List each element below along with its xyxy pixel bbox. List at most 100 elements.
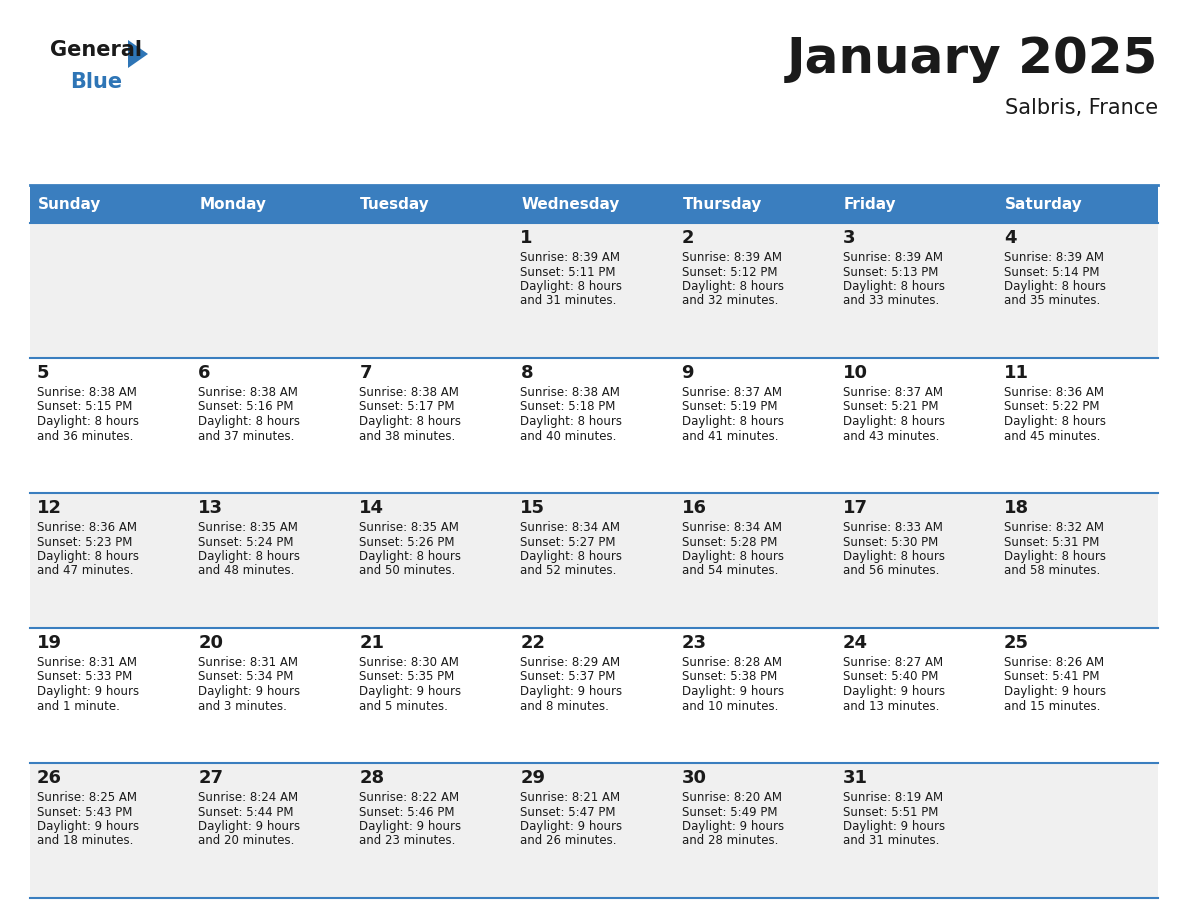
Text: Daylight: 8 hours: Daylight: 8 hours (682, 415, 784, 428)
Text: Sunset: 5:24 PM: Sunset: 5:24 PM (198, 535, 293, 548)
Text: 8: 8 (520, 364, 533, 382)
Text: Sunset: 5:26 PM: Sunset: 5:26 PM (359, 535, 455, 548)
Text: 16: 16 (682, 499, 707, 517)
Text: Daylight: 9 hours: Daylight: 9 hours (359, 820, 461, 833)
Text: Sunrise: 8:35 AM: Sunrise: 8:35 AM (359, 521, 459, 534)
Text: Daylight: 9 hours: Daylight: 9 hours (198, 685, 301, 698)
Text: Sunset: 5:35 PM: Sunset: 5:35 PM (359, 670, 455, 684)
Text: Daylight: 8 hours: Daylight: 8 hours (842, 280, 944, 293)
Text: and 15 minutes.: and 15 minutes. (1004, 700, 1100, 712)
Text: 2: 2 (682, 229, 694, 247)
Text: Thursday: Thursday (683, 196, 762, 211)
Text: Sunset: 5:41 PM: Sunset: 5:41 PM (1004, 670, 1099, 684)
Text: and 37 minutes.: and 37 minutes. (198, 430, 295, 442)
Text: Daylight: 9 hours: Daylight: 9 hours (1004, 685, 1106, 698)
Text: Sunrise: 8:31 AM: Sunrise: 8:31 AM (37, 656, 137, 669)
Text: and 3 minutes.: and 3 minutes. (198, 700, 287, 712)
Text: Sunset: 5:33 PM: Sunset: 5:33 PM (37, 670, 132, 684)
Text: and 18 minutes.: and 18 minutes. (37, 834, 133, 847)
Text: Daylight: 9 hours: Daylight: 9 hours (37, 685, 139, 698)
Bar (191, 185, 353, 223)
Text: Daylight: 8 hours: Daylight: 8 hours (37, 415, 139, 428)
Text: and 28 minutes.: and 28 minutes. (682, 834, 778, 847)
Text: Sunset: 5:17 PM: Sunset: 5:17 PM (359, 400, 455, 413)
Text: Sunset: 5:27 PM: Sunset: 5:27 PM (520, 535, 615, 548)
Text: Sunrise: 8:26 AM: Sunrise: 8:26 AM (1004, 656, 1104, 669)
Text: Daylight: 8 hours: Daylight: 8 hours (198, 550, 301, 563)
Text: Sunset: 5:14 PM: Sunset: 5:14 PM (1004, 265, 1099, 278)
Text: Sunset: 5:49 PM: Sunset: 5:49 PM (682, 805, 777, 819)
Text: Sunset: 5:47 PM: Sunset: 5:47 PM (520, 805, 615, 819)
Text: Daylight: 8 hours: Daylight: 8 hours (359, 550, 461, 563)
Text: Daylight: 9 hours: Daylight: 9 hours (842, 820, 944, 833)
Text: Saturday: Saturday (1005, 196, 1082, 211)
Text: and 40 minutes.: and 40 minutes. (520, 430, 617, 442)
Polygon shape (128, 40, 148, 68)
Text: Sunrise: 8:38 AM: Sunrise: 8:38 AM (198, 386, 298, 399)
Text: Sunrise: 8:32 AM: Sunrise: 8:32 AM (1004, 521, 1104, 534)
Text: Sunset: 5:34 PM: Sunset: 5:34 PM (198, 670, 293, 684)
Text: and 45 minutes.: and 45 minutes. (1004, 430, 1100, 442)
Text: Sunrise: 8:31 AM: Sunrise: 8:31 AM (198, 656, 298, 669)
Text: 22: 22 (520, 634, 545, 652)
Text: 27: 27 (198, 769, 223, 787)
Text: Daylight: 9 hours: Daylight: 9 hours (520, 685, 623, 698)
Text: Daylight: 8 hours: Daylight: 8 hours (842, 415, 944, 428)
Text: Daylight: 8 hours: Daylight: 8 hours (359, 415, 461, 428)
Text: 29: 29 (520, 769, 545, 787)
Text: Sunrise: 8:39 AM: Sunrise: 8:39 AM (520, 251, 620, 264)
Bar (30, 493, 1158, 628)
Text: Sunrise: 8:36 AM: Sunrise: 8:36 AM (1004, 386, 1104, 399)
Text: Sunset: 5:28 PM: Sunset: 5:28 PM (682, 535, 777, 548)
Bar (30, 763, 1158, 898)
Text: Sunset: 5:11 PM: Sunset: 5:11 PM (520, 265, 615, 278)
Text: and 32 minutes.: and 32 minutes. (682, 295, 778, 308)
Text: Sunset: 5:31 PM: Sunset: 5:31 PM (1004, 535, 1099, 548)
Bar (675, 185, 835, 223)
Text: and 47 minutes.: and 47 minutes. (37, 565, 133, 577)
Text: and 58 minutes.: and 58 minutes. (1004, 565, 1100, 577)
Text: Daylight: 9 hours: Daylight: 9 hours (520, 820, 623, 833)
Text: Sunset: 5:19 PM: Sunset: 5:19 PM (682, 400, 777, 413)
Text: Tuesday: Tuesday (360, 196, 430, 211)
Text: 11: 11 (1004, 364, 1029, 382)
Text: and 13 minutes.: and 13 minutes. (842, 700, 939, 712)
Text: Sunrise: 8:37 AM: Sunrise: 8:37 AM (842, 386, 943, 399)
Text: Daylight: 8 hours: Daylight: 8 hours (520, 280, 623, 293)
Text: Daylight: 8 hours: Daylight: 8 hours (520, 550, 623, 563)
Text: 9: 9 (682, 364, 694, 382)
Text: 20: 20 (198, 634, 223, 652)
Text: Sunrise: 8:38 AM: Sunrise: 8:38 AM (359, 386, 459, 399)
Text: Sunday: Sunday (38, 196, 101, 211)
Text: Sunrise: 8:27 AM: Sunrise: 8:27 AM (842, 656, 943, 669)
Text: 31: 31 (842, 769, 867, 787)
Text: Sunset: 5:12 PM: Sunset: 5:12 PM (682, 265, 777, 278)
Text: Sunrise: 8:39 AM: Sunrise: 8:39 AM (842, 251, 943, 264)
Text: and 54 minutes.: and 54 minutes. (682, 565, 778, 577)
Text: Friday: Friday (843, 196, 896, 211)
Text: Daylight: 9 hours: Daylight: 9 hours (37, 820, 139, 833)
Text: Sunrise: 8:39 AM: Sunrise: 8:39 AM (682, 251, 782, 264)
Text: Sunrise: 8:37 AM: Sunrise: 8:37 AM (682, 386, 782, 399)
Text: Sunrise: 8:30 AM: Sunrise: 8:30 AM (359, 656, 459, 669)
Text: 13: 13 (198, 499, 223, 517)
Text: Daylight: 9 hours: Daylight: 9 hours (682, 820, 784, 833)
Text: Daylight: 9 hours: Daylight: 9 hours (198, 820, 301, 833)
Text: 30: 30 (682, 769, 707, 787)
Text: Wednesday: Wednesday (522, 196, 620, 211)
Bar (997, 185, 1158, 223)
Text: and 8 minutes.: and 8 minutes. (520, 700, 609, 712)
Text: Sunrise: 8:38 AM: Sunrise: 8:38 AM (520, 386, 620, 399)
Text: Sunset: 5:21 PM: Sunset: 5:21 PM (842, 400, 939, 413)
Text: and 23 minutes.: and 23 minutes. (359, 834, 456, 847)
Text: Daylight: 8 hours: Daylight: 8 hours (198, 415, 301, 428)
Text: Sunset: 5:43 PM: Sunset: 5:43 PM (37, 805, 132, 819)
Text: and 36 minutes.: and 36 minutes. (37, 430, 133, 442)
Text: Daylight: 8 hours: Daylight: 8 hours (1004, 550, 1106, 563)
Text: 10: 10 (842, 364, 867, 382)
Text: Sunset: 5:22 PM: Sunset: 5:22 PM (1004, 400, 1099, 413)
Text: Daylight: 9 hours: Daylight: 9 hours (359, 685, 461, 698)
Text: Sunrise: 8:36 AM: Sunrise: 8:36 AM (37, 521, 137, 534)
Text: Sunrise: 8:35 AM: Sunrise: 8:35 AM (198, 521, 298, 534)
Text: Sunset: 5:18 PM: Sunset: 5:18 PM (520, 400, 615, 413)
